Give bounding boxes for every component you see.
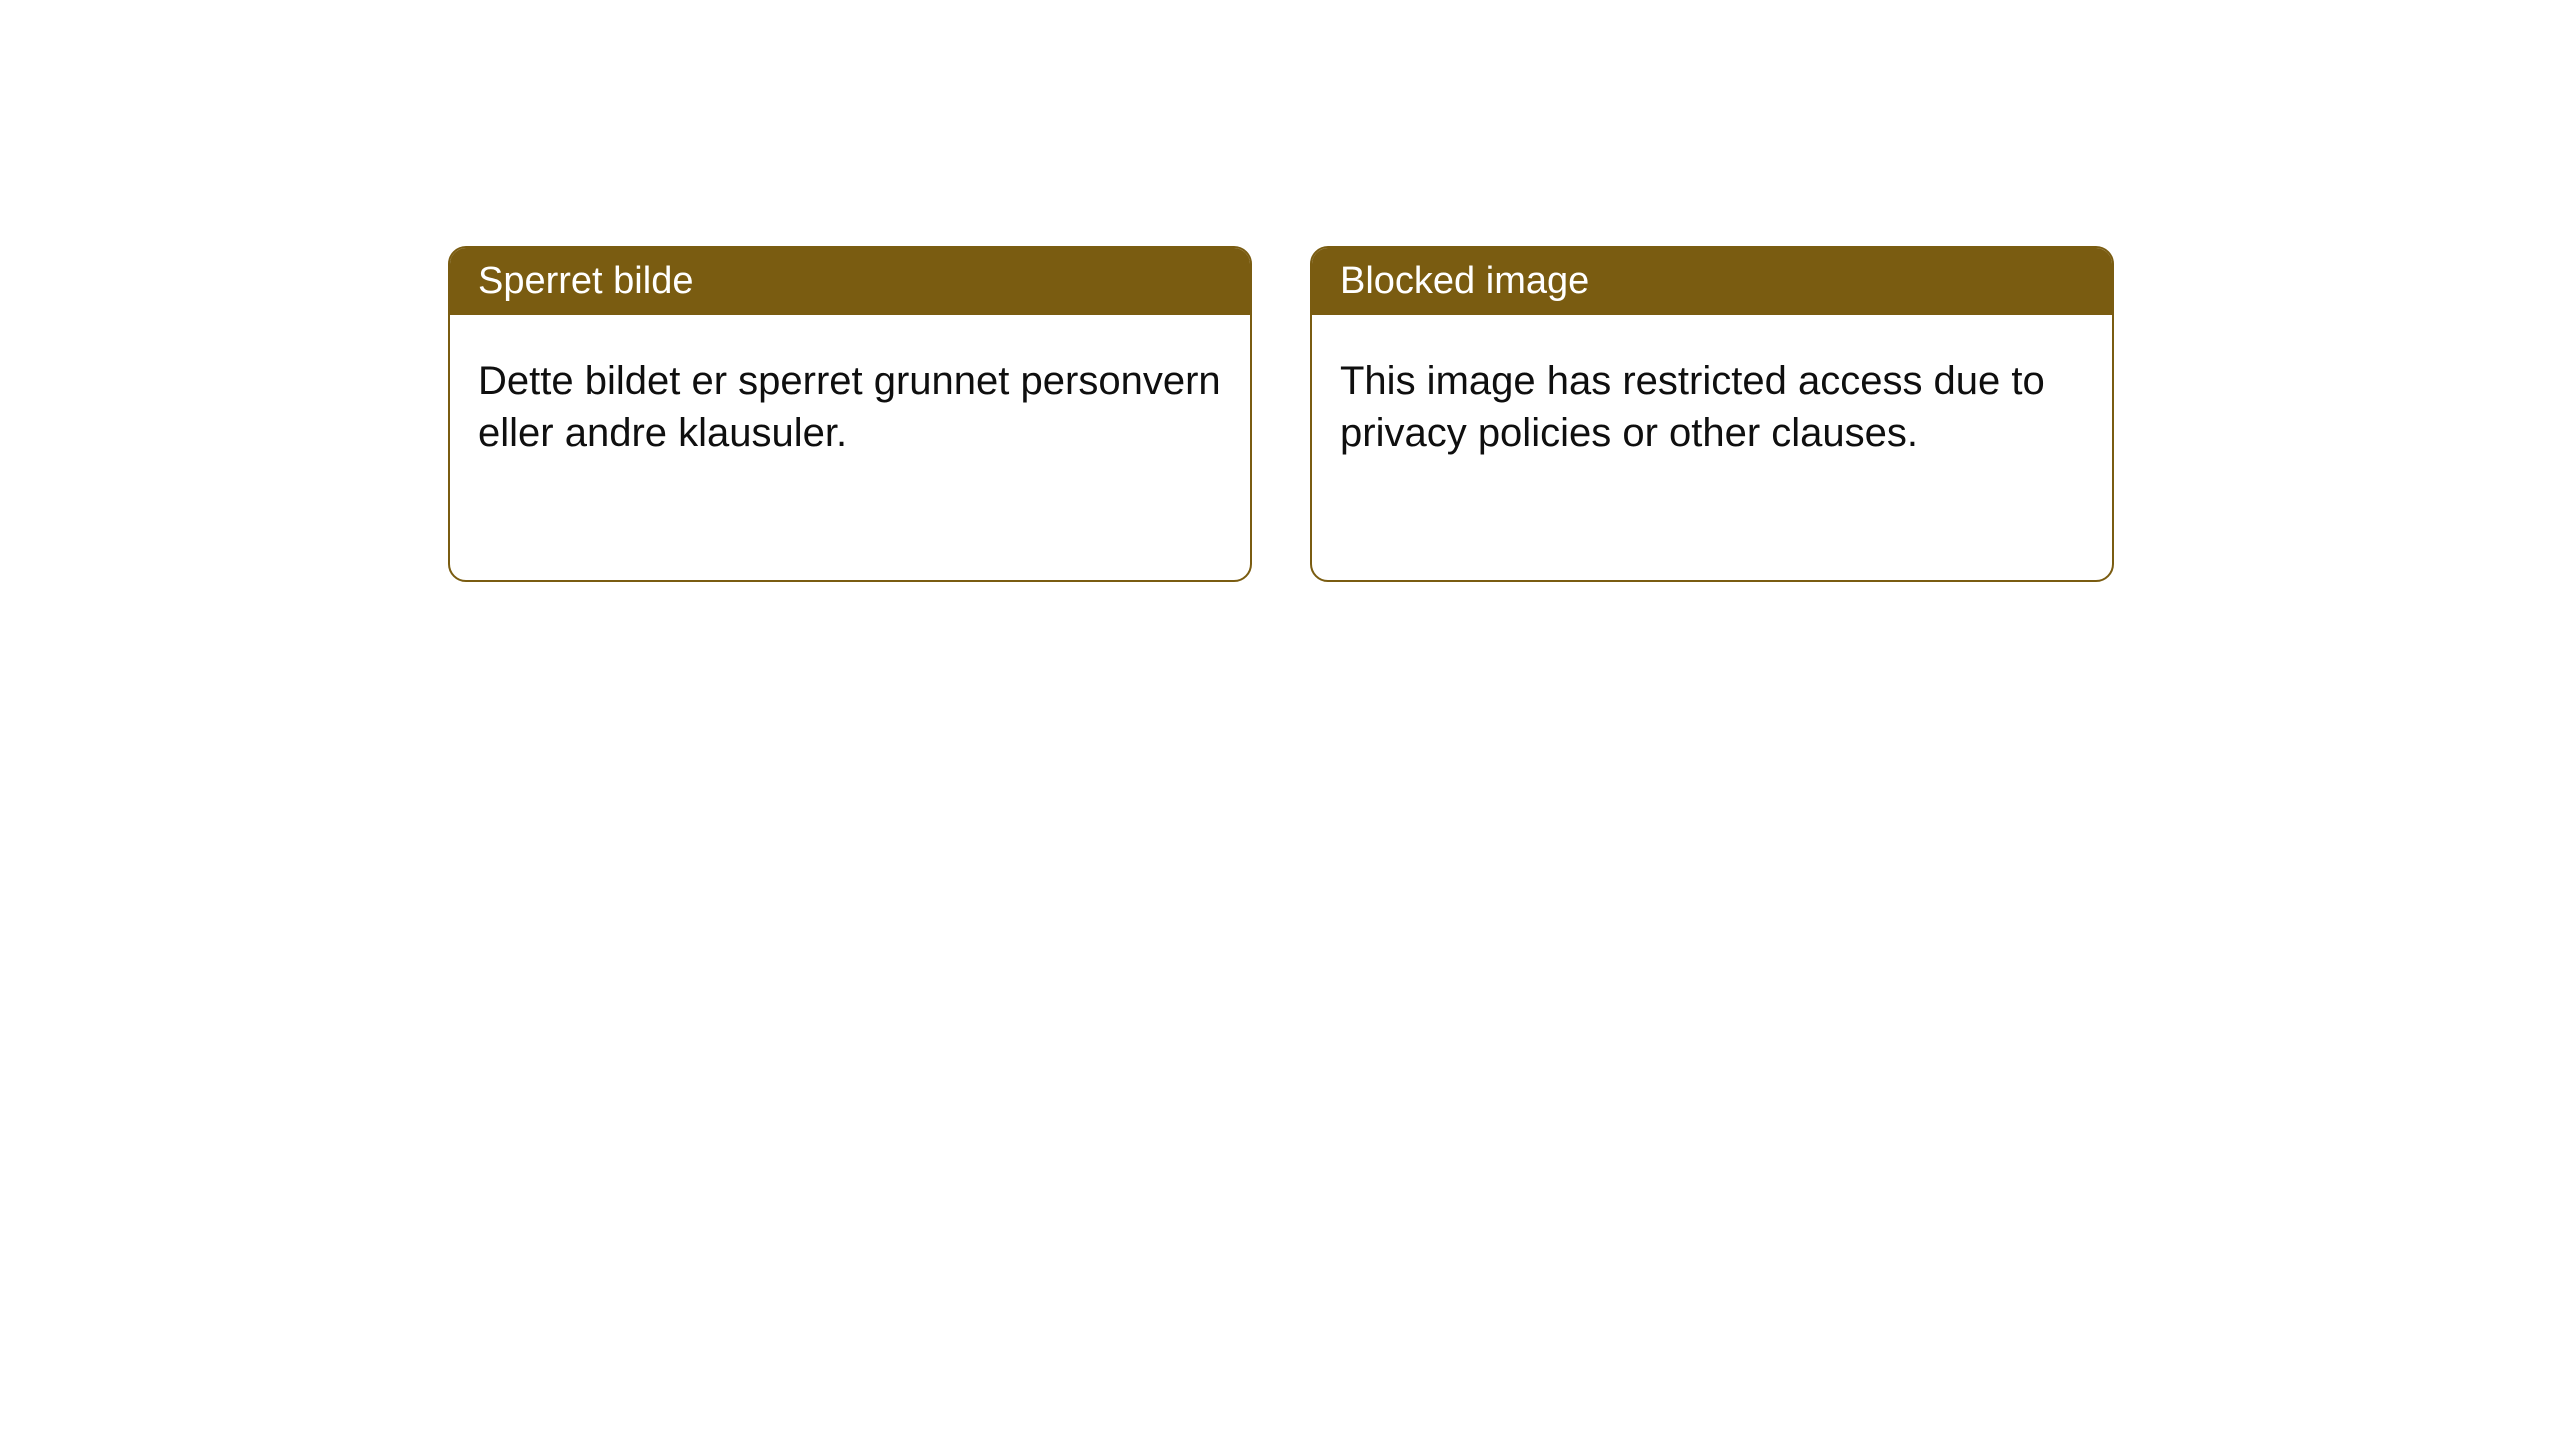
notice-title: Sperret bilde bbox=[450, 248, 1250, 315]
notice-message: This image has restricted access due to … bbox=[1312, 315, 2112, 487]
notice-card-english: Blocked image This image has restricted … bbox=[1310, 246, 2114, 582]
notice-title: Blocked image bbox=[1312, 248, 2112, 315]
notice-container: Sperret bilde Dette bildet er sperret gr… bbox=[0, 0, 2560, 582]
notice-card-norwegian: Sperret bilde Dette bildet er sperret gr… bbox=[448, 246, 1252, 582]
notice-message: Dette bildet er sperret grunnet personve… bbox=[450, 315, 1250, 487]
